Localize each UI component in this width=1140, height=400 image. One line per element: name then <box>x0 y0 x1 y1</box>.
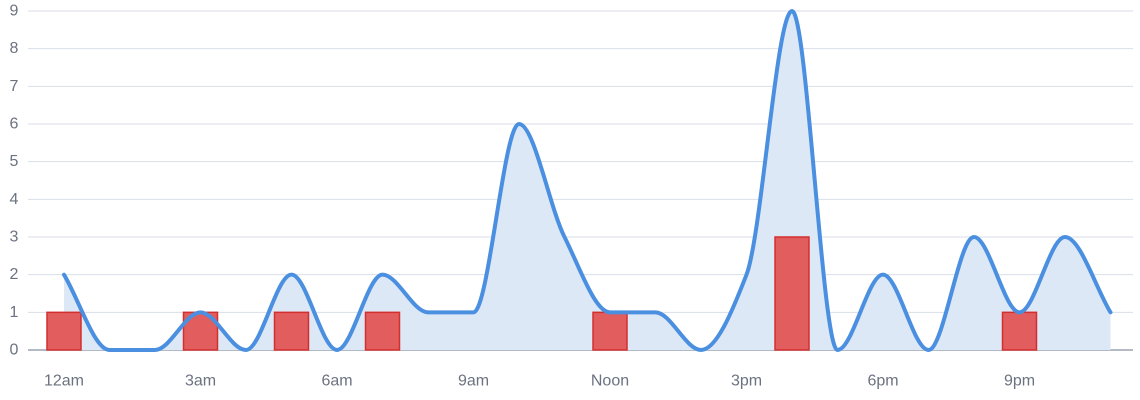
bar <box>1001 311 1038 351</box>
x-tick-label: 6am <box>321 373 352 390</box>
area-fill <box>64 11 1111 350</box>
x-tick-label: 9am <box>458 373 489 390</box>
bar <box>364 311 401 351</box>
x-tick-label: 9pm <box>1004 373 1035 390</box>
y-tick-label: 6 <box>10 116 19 133</box>
series-line <box>62 9 1113 352</box>
bar <box>46 311 82 351</box>
x-tick-label: 12am <box>44 373 84 390</box>
bar <box>592 311 628 351</box>
y-tick-label: 8 <box>10 40 19 57</box>
y-tick-label: 5 <box>10 153 19 170</box>
y-tick-label: 0 <box>10 342 19 359</box>
axis-layer: 0 1 2 3 4 5 6 7 8 9 12am 3am 6am 9am Noon 3pm 6pm 9pm <box>10 3 1036 390</box>
area-layer <box>64 11 1111 350</box>
y-tick-label: 4 <box>10 191 19 208</box>
bar <box>774 236 810 351</box>
y-tick-label: 7 <box>10 78 19 95</box>
y-tick-label: 2 <box>10 266 19 283</box>
y-tick-label: 9 <box>10 3 19 20</box>
y-tick-label: 3 <box>10 229 19 246</box>
y-tick-label: 1 <box>10 304 19 321</box>
bar <box>273 311 310 351</box>
x-tick-label: 3pm <box>731 373 762 390</box>
bar-layer <box>46 236 1038 351</box>
x-tick-label: 3am <box>185 373 216 390</box>
line-layer <box>62 9 1113 352</box>
x-tick-label: Noon <box>591 373 629 390</box>
x-tick-label: 6pm <box>867 373 898 390</box>
